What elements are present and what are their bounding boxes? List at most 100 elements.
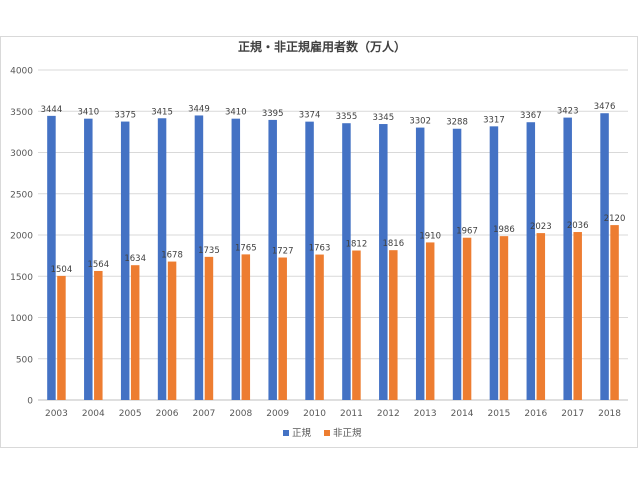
x-tick-label: 2015 (487, 409, 510, 419)
x-tick-label: 2014 (451, 409, 474, 419)
data-label: 3288 (446, 118, 468, 128)
data-label: 1564 (87, 260, 109, 270)
data-label: 3476 (594, 102, 616, 112)
data-label: 3374 (299, 111, 321, 121)
y-tick-label: 0 (27, 397, 33, 407)
data-label: 3302 (409, 117, 431, 127)
data-label: 3355 (336, 112, 358, 122)
legend-swatch (283, 430, 289, 436)
x-tick-label: 2006 (156, 409, 179, 419)
bar-nonregular (573, 232, 582, 400)
legend: 正規 非正規 (283, 427, 362, 439)
data-label: 1910 (419, 231, 441, 241)
bar-nonregular (499, 236, 509, 400)
data-label: 1986 (493, 225, 515, 235)
bars (47, 113, 619, 401)
x-tick-label: 2017 (561, 409, 584, 419)
bar-nonregular (536, 233, 546, 400)
legend-label: 非正規 (333, 427, 362, 439)
bar-nonregular (94, 270, 103, 400)
data-label: 2023 (530, 222, 552, 232)
bar-regular (600, 113, 609, 400)
x-axis-ticks: 2003 2004 2005 2006 2007 2008 2009 2010 2011 2012… (45, 409, 621, 419)
data-label: 3423 (557, 107, 579, 117)
x-tick-label: 2016 (524, 409, 547, 419)
bar-regular (47, 115, 56, 401)
data-label: 1634 (124, 254, 146, 264)
x-tick-label: 2007 (192, 409, 215, 419)
data-label: 1504 (51, 265, 73, 275)
data-label: 3444 (41, 105, 63, 115)
bar-nonregular (610, 225, 619, 400)
data-label: 1735 (198, 246, 220, 256)
y-tick-label: 3500 (10, 108, 33, 118)
data-label: 1678 (161, 251, 183, 261)
y-tick-label: 1000 (10, 314, 33, 324)
legend-label: 正規 (292, 428, 312, 439)
x-tick-label: 2018 (598, 409, 621, 419)
x-tick-label: 2013 (414, 409, 437, 419)
x-tick-label: 2012 (377, 409, 400, 419)
data-label: 1816 (382, 239, 404, 249)
y-tick-label: 3000 (10, 149, 33, 159)
data-label: 1727 (272, 247, 294, 257)
bar-regular (489, 126, 499, 400)
data-label: 1763 (309, 244, 331, 254)
data-label: 1812 (346, 240, 368, 250)
bar-nonregular (130, 265, 140, 400)
bar-regular (342, 123, 351, 401)
data-label: 3375 (114, 111, 136, 121)
x-tick-label: 2011 (340, 409, 363, 419)
bar-regular (379, 124, 388, 400)
data-label: 3410 (77, 108, 99, 118)
bar-regular (268, 119, 277, 400)
x-tick-label: 2010 (303, 409, 326, 419)
data-label: 3449 (188, 104, 210, 114)
data-labels: 3444 1504 3410 1564 3375 1634 3415 1678 3449 1735… (41, 102, 626, 275)
data-label: 1765 (235, 243, 257, 253)
bar-regular (231, 118, 241, 401)
bar-nonregular (167, 261, 177, 400)
bar-regular (305, 121, 314, 401)
x-tick-label: 2009 (266, 409, 289, 419)
bar-nonregular (315, 254, 324, 400)
y-tick-label: 4000 (10, 67, 33, 77)
bar-regular (415, 127, 425, 401)
bar-nonregular (204, 256, 214, 400)
data-label: 2036 (567, 221, 589, 231)
data-label: 3415 (151, 107, 173, 117)
y-axis-ticks: 0 500 1000 1500 2000 2500 3000 3500 4000 (10, 67, 33, 407)
bar-nonregular (57, 275, 66, 400)
bar-regular (452, 128, 462, 401)
y-tick-label: 2500 (10, 190, 33, 200)
y-tick-label: 2000 (10, 232, 33, 242)
bar-regular (526, 122, 536, 400)
bar-nonregular (352, 250, 361, 400)
bar-nonregular (278, 257, 287, 400)
bar-regular (157, 118, 167, 400)
bar-nonregular (425, 242, 435, 400)
bar-regular (563, 117, 572, 400)
data-label: 3410 (225, 108, 247, 118)
data-label: 2120 (604, 214, 626, 224)
y-tick-label: 500 (16, 355, 33, 365)
x-tick-label: 2003 (45, 409, 68, 419)
x-tick-label: 2005 (119, 409, 142, 419)
bar-nonregular (241, 254, 251, 400)
bar-regular (120, 121, 130, 400)
data-label: 3395 (262, 109, 284, 119)
data-label: 3317 (483, 115, 505, 125)
data-label: 3367 (520, 111, 542, 121)
legend-swatch (324, 430, 330, 436)
x-tick-label: 2008 (229, 409, 252, 419)
data-label: 1967 (456, 227, 478, 237)
bar-nonregular (462, 237, 472, 400)
chart-title: 正規・非正規雇用者数（万人） (238, 39, 406, 54)
bar-regular (194, 115, 204, 401)
x-tick-label: 2004 (82, 409, 105, 419)
bar-regular (84, 118, 93, 401)
data-label: 3345 (372, 113, 394, 123)
y-tick-label: 1500 (10, 273, 33, 283)
bar-nonregular (389, 250, 398, 400)
